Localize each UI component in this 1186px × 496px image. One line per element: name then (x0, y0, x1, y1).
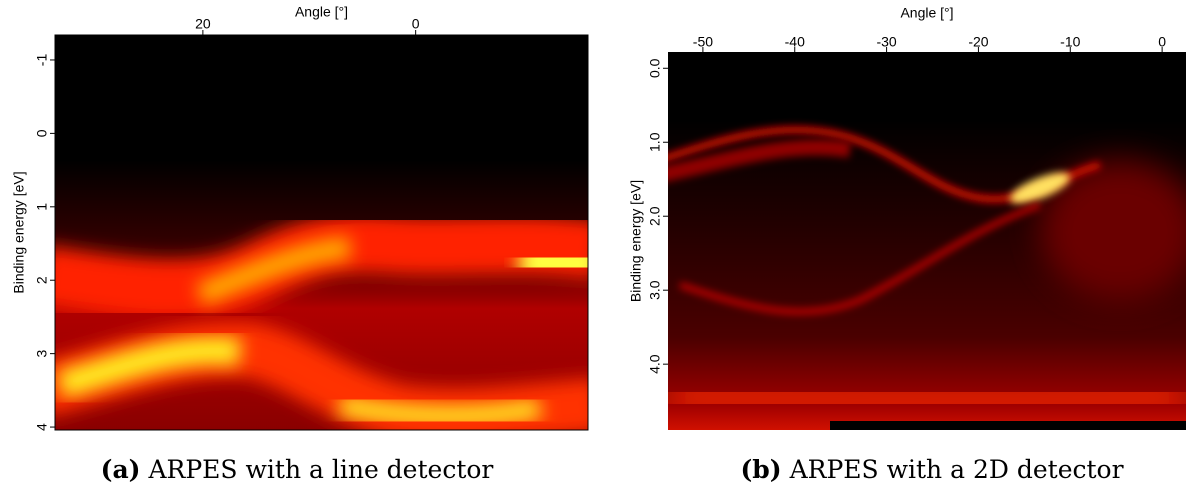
x-tick-label: -10 (1060, 34, 1080, 50)
x-tick-label: 20 (195, 16, 211, 32)
y-tick-label: 4.0 (647, 354, 663, 374)
y-tick-label: 3 (34, 350, 50, 358)
y-tick-label: 3.0 (647, 280, 663, 300)
x-tick-label: 0 (412, 16, 420, 32)
x-tick-label: 0 (1158, 34, 1166, 50)
caption-label: (a) (101, 455, 141, 484)
y-tick-label: 1 (34, 203, 50, 211)
heatmap-b (668, 52, 1186, 430)
x-tick-label: -20 (968, 34, 988, 50)
x-axis-label: Angle [°] (900, 5, 953, 21)
caption-b: (b) ARPES with a 2D detector (740, 455, 1123, 484)
y-tick-label: 4 (34, 423, 50, 431)
x-axis-label: Angle [°] (295, 4, 348, 20)
y-tick-label: -1 (34, 54, 50, 67)
plot-frame (54, 34, 589, 431)
y-tick-label: 0.0 (647, 58, 663, 78)
caption-label: (b) (740, 455, 781, 484)
y-tick-label: 0 (34, 129, 50, 137)
y-tick-label: 2 (34, 276, 50, 284)
y-tick-label: 2.0 (647, 206, 663, 226)
heatmap-a (55, 35, 588, 430)
caption-text: ARPES with a line detector (147, 455, 493, 484)
y-axis-label: Binding energy [eV] (11, 171, 27, 293)
x-tick-label: -50 (693, 34, 713, 50)
x-tick-label: -40 (785, 34, 805, 50)
caption-text: ARPES with a 2D detector (789, 455, 1124, 484)
x-tick-label: -30 (876, 34, 896, 50)
y-tick-label: 1.0 (647, 132, 663, 152)
caption-a: (a) ARPES with a line detector (101, 455, 494, 484)
y-axis-label: Binding energy [eV] (628, 180, 644, 302)
